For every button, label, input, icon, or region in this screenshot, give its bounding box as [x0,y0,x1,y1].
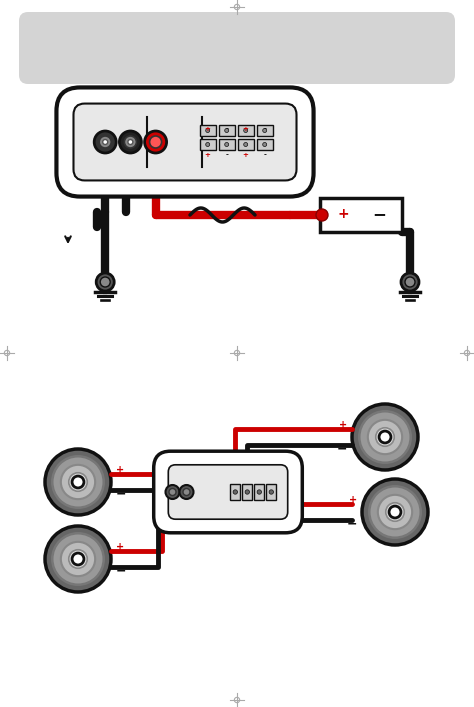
Text: -: - [225,126,228,132]
Circle shape [263,129,267,132]
Circle shape [233,490,237,494]
Text: -: - [263,126,266,132]
Circle shape [244,129,248,132]
Circle shape [376,428,394,446]
Circle shape [206,143,210,146]
Circle shape [263,143,267,146]
Circle shape [69,473,87,491]
Circle shape [69,550,87,568]
Text: +: + [339,421,347,431]
Circle shape [52,533,104,585]
Text: +: + [205,126,210,132]
Text: +: + [243,152,249,158]
Circle shape [128,139,133,144]
Text: -: - [263,152,266,158]
Circle shape [206,129,210,132]
Circle shape [165,485,180,499]
Circle shape [244,143,248,146]
Text: −: − [116,564,127,577]
Bar [254,484,264,500]
Text: −: − [116,487,127,500]
Circle shape [379,431,391,443]
Circle shape [362,479,428,545]
Text: +: + [243,126,249,132]
Circle shape [103,139,108,144]
Bar [230,484,240,500]
Circle shape [257,490,262,494]
Text: -: - [225,152,228,158]
Bar [237,139,254,150]
Circle shape [119,131,141,153]
Circle shape [269,490,273,494]
Circle shape [150,136,162,148]
Circle shape [61,542,95,576]
Circle shape [72,553,84,565]
Bar [266,484,276,500]
Bar [257,139,273,150]
Circle shape [386,503,404,521]
Circle shape [100,277,110,287]
Bar [257,125,273,136]
Text: −: − [346,517,357,530]
Circle shape [96,273,114,291]
Bar [242,484,252,500]
Circle shape [124,136,137,148]
Circle shape [94,131,116,153]
Circle shape [405,277,415,287]
Bar [237,125,254,136]
Text: +: + [337,207,349,221]
FancyBboxPatch shape [56,88,314,197]
Text: −: − [372,205,386,223]
Circle shape [378,495,412,529]
Circle shape [359,411,411,463]
Circle shape [389,506,401,518]
Circle shape [352,404,418,470]
FancyBboxPatch shape [168,464,288,519]
Text: +: + [116,542,124,552]
Circle shape [72,476,84,488]
Circle shape [45,449,111,515]
FancyBboxPatch shape [73,103,297,180]
Circle shape [61,464,95,499]
Circle shape [99,136,111,148]
FancyBboxPatch shape [19,12,455,84]
Circle shape [180,485,193,499]
Bar [219,125,235,136]
Circle shape [245,490,249,494]
Text: +: + [205,152,210,158]
Text: −: − [337,442,347,455]
Circle shape [401,273,419,291]
Bar [219,139,235,150]
Circle shape [183,489,190,496]
Circle shape [369,486,421,538]
Bar [200,139,216,150]
Circle shape [45,526,111,592]
Circle shape [316,209,328,221]
Circle shape [145,131,166,153]
Circle shape [368,420,402,454]
Circle shape [52,456,104,508]
Circle shape [225,143,228,146]
Text: +: + [116,465,124,475]
Circle shape [169,489,176,496]
Circle shape [225,129,228,132]
Text: +: + [349,496,357,506]
Bar [320,198,402,232]
Bar [200,125,216,136]
FancyBboxPatch shape [154,451,302,533]
